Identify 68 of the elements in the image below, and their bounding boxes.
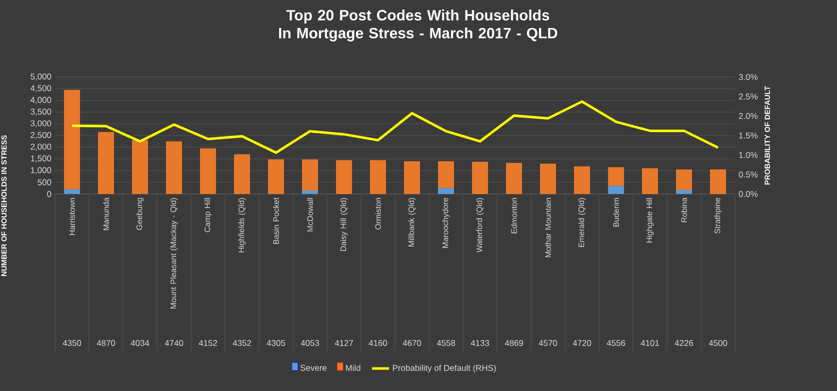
y2-tick-label: 0.5% xyxy=(738,172,758,178)
text: 4053 xyxy=(300,340,320,346)
y2-tick-label: 1.0% xyxy=(739,152,758,158)
bar xyxy=(438,161,454,188)
y-tick-label: 2,000 xyxy=(30,144,52,151)
bar xyxy=(98,132,114,194)
bar xyxy=(132,140,148,194)
bar xyxy=(642,168,658,194)
bar xyxy=(234,154,250,194)
text: 4720 xyxy=(572,340,592,346)
text: 4352 xyxy=(232,340,251,346)
text: 4101 xyxy=(640,340,660,346)
bar xyxy=(200,148,216,194)
y-tick-label: 1,500 xyxy=(30,155,52,162)
y2-tick-label: 2.0% xyxy=(738,113,758,119)
text: 4160 xyxy=(368,340,388,346)
y2-tick-label: 2.5% xyxy=(738,94,758,100)
text: 4570 xyxy=(538,340,558,346)
bar xyxy=(472,162,488,194)
y-tick-label: 3,500 xyxy=(30,108,52,116)
y-tick-label: 2,500 xyxy=(30,132,52,139)
bar xyxy=(608,186,624,194)
y2-tick-label: 1.5% xyxy=(739,132,758,138)
bar xyxy=(608,167,624,186)
legend-label: Mild xyxy=(346,364,360,371)
legend-label: Probability of Default (RHS) xyxy=(392,364,496,373)
bar xyxy=(676,169,692,190)
text: 4500 xyxy=(708,340,728,346)
bar xyxy=(506,162,522,194)
bar xyxy=(64,189,80,194)
text: 4226 xyxy=(674,340,694,346)
text: 4740 xyxy=(164,340,184,346)
y2-tick-label: 0.0% xyxy=(738,191,758,197)
text: 4556 xyxy=(606,340,626,346)
y-tick-label: 500 xyxy=(38,179,52,186)
bar xyxy=(302,159,318,190)
text: 4350 xyxy=(62,340,82,346)
text: 4152 xyxy=(198,340,217,346)
text: 4305 xyxy=(266,340,286,346)
y-tick-label: 3,000 xyxy=(30,120,52,128)
y-tick-label: 4,500 xyxy=(30,85,52,92)
y-tick-label: 0 xyxy=(47,191,52,197)
bar xyxy=(166,141,182,194)
bar xyxy=(438,188,454,194)
y-tick-label: 4,000 xyxy=(30,96,52,104)
text: 4127 xyxy=(334,340,353,346)
chart-title: Top 20 Post Codes With Households In Mortgage Stress - March 2017 - QLD xyxy=(279,10,558,42)
bar xyxy=(302,190,318,194)
bar xyxy=(370,160,386,194)
text: 4558 xyxy=(436,340,456,346)
line-series xyxy=(70,100,720,154)
bar xyxy=(574,166,590,194)
text: 4034 xyxy=(130,340,150,346)
y-tick-label: 1,000 xyxy=(30,167,52,174)
bar xyxy=(64,90,80,190)
legend-label: Severe xyxy=(300,364,327,371)
text: 4670 xyxy=(402,340,422,346)
bar xyxy=(540,164,556,194)
y2-tick-label: 3.0% xyxy=(738,74,758,80)
bar xyxy=(710,169,726,194)
bar xyxy=(676,190,692,194)
text: 4869 xyxy=(504,340,524,346)
y-tick-label: 5,000 xyxy=(30,74,52,80)
text: 4870 xyxy=(96,340,116,346)
bar xyxy=(336,160,352,194)
bar xyxy=(404,161,420,194)
text: 4133 xyxy=(470,340,490,346)
bar xyxy=(268,159,284,194)
